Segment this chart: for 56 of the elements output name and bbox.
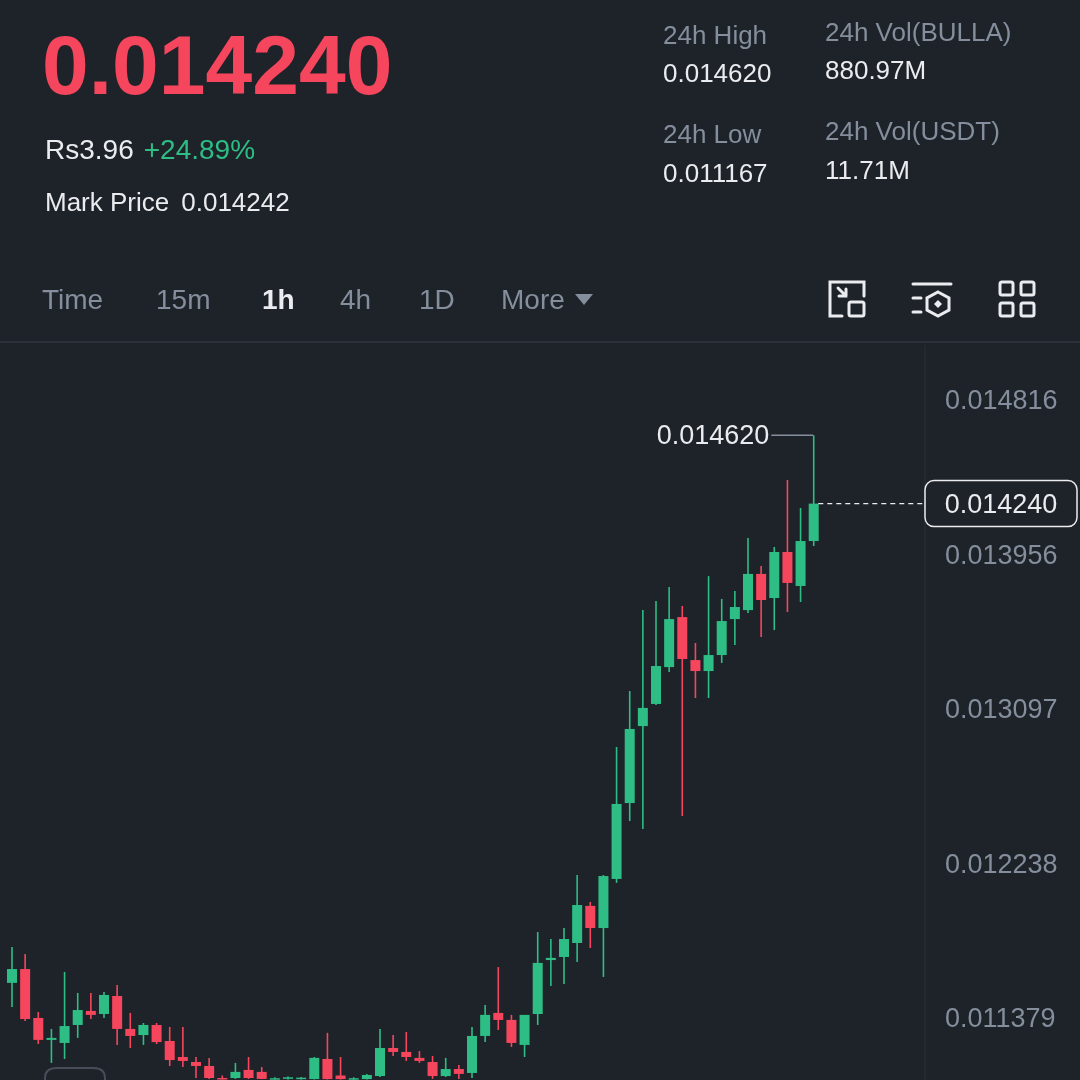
candlestick [59,971,70,1060]
text: More [501,283,565,317]
candlestick [440,1057,451,1078]
candlestick [164,1026,175,1067]
candlestick [493,966,504,1031]
text: 24h Vol(USDT) [825,116,1000,148]
candlestick [7,946,17,1008]
candlestick [85,992,96,1020]
candlestick [177,1026,188,1068]
ref-line-label: 0.014240 [944,488,1058,519]
text: 0.014242 [181,187,290,219]
text: 24h Vol(BULLA) [825,17,1012,49]
y-tick-label: 0.014816 [945,385,1058,416]
text: Mark Price [45,187,170,219]
text: 1h [262,283,295,317]
y-tick-label: 0.012238 [945,848,1058,879]
candlestick [559,927,569,985]
candlestick [637,609,648,830]
text: 4h [340,283,372,317]
candlestick [690,642,701,699]
candlestick [545,938,556,987]
text: 15m [156,283,211,317]
text: 880.97M [825,55,927,87]
y-tick-label: 0.013097 [945,694,1058,725]
text: +24.89% [143,133,256,167]
candlestick [506,1014,517,1048]
chart-title: 0.014240 [42,16,393,114]
candlestick [427,1055,438,1080]
text: Time [42,283,104,317]
candlestick [322,1032,333,1080]
candlestick [729,590,740,646]
y-tick-label: 0.013956 [945,539,1058,570]
y-tick-label: 0.011379 [945,1003,1056,1034]
text: 24h Low [663,119,762,151]
annotation: 0.014620 [656,420,770,451]
candlestick [401,1031,412,1062]
candlestick [388,1034,399,1057]
candlestick [125,1012,136,1049]
text: 11.71M [825,155,910,187]
candlestick [480,1004,491,1043]
candlestick [99,991,109,1019]
candlestick [33,1011,44,1045]
text: 0.011167 [663,158,768,190]
candlestick [138,1022,149,1046]
candlestick [46,1028,57,1064]
candlestick [151,1022,162,1045]
candlestick [585,901,596,949]
candlestick [243,1056,254,1080]
candlestick [703,575,714,699]
text: 24h High [663,20,768,52]
text: Rs3.96 [45,133,134,167]
candlestick [72,992,83,1039]
text: 0.014620 [663,58,772,90]
candlestick [204,1057,215,1080]
text: 1D [419,283,455,317]
candlestick [191,1056,201,1079]
